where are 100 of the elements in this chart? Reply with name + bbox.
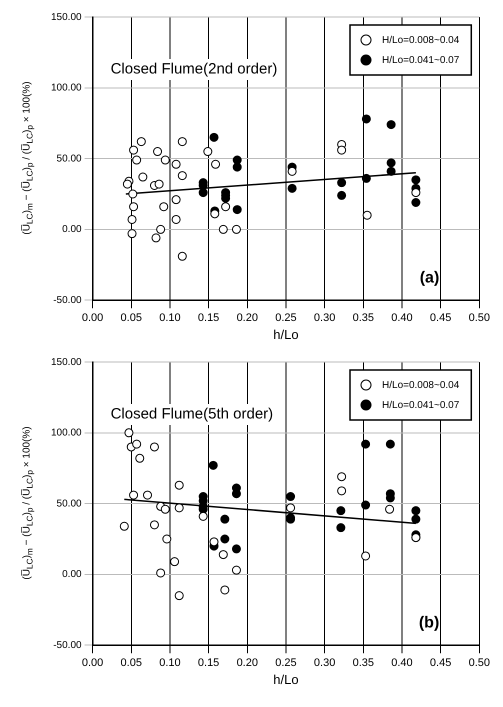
point	[129, 202, 138, 212]
point	[208, 460, 218, 470]
y-tick-label: 50.00	[56, 153, 82, 164]
point	[337, 472, 346, 482]
point	[198, 512, 208, 521]
point	[411, 514, 420, 524]
point	[386, 440, 395, 449]
point	[178, 252, 187, 261]
y-tick-label: -50.00	[53, 640, 82, 651]
point	[337, 178, 346, 188]
x-tick-label: 0.15	[198, 656, 220, 669]
point	[411, 188, 420, 198]
point	[232, 205, 242, 214]
point	[159, 202, 168, 212]
point	[153, 147, 162, 156]
point	[336, 506, 346, 516]
point	[386, 158, 396, 168]
point	[162, 534, 172, 544]
x-tick-label: 0.20	[236, 312, 258, 324]
point	[232, 566, 241, 575]
point	[174, 480, 184, 490]
x-tick-label: 0.00	[82, 312, 104, 324]
point	[337, 486, 346, 496]
point	[288, 184, 297, 193]
point	[156, 224, 166, 234]
point	[210, 132, 219, 142]
point	[361, 551, 370, 560]
x-tick-label: 0.00	[82, 656, 104, 669]
point	[386, 166, 396, 176]
x-tick-label: 0.45	[430, 656, 452, 669]
point	[336, 523, 346, 532]
point	[160, 156, 170, 165]
x-axis-title: h/Lo	[273, 326, 299, 342]
point	[386, 120, 396, 130]
x-tick-label: 0.05	[120, 656, 142, 669]
text: Closed Flume(2nd order)	[110, 60, 278, 78]
x-tick-label: 0.05	[120, 312, 142, 324]
point	[124, 428, 134, 438]
point	[172, 160, 181, 169]
point	[218, 224, 228, 234]
x-tick-label: 0.20	[236, 656, 258, 669]
point	[211, 160, 220, 169]
legend-label: H/Lo=0.008~0.04	[382, 380, 460, 391]
y-tick-label: 100.00	[50, 428, 82, 439]
x-tick-label: 0.30	[314, 656, 336, 669]
y-tick-label: -50.00	[53, 294, 82, 306]
legend-label: H/Lo=0.041~0.07	[382, 400, 460, 411]
point	[218, 550, 228, 560]
annotation: (a)	[420, 270, 440, 287]
point	[160, 504, 170, 514]
point	[232, 544, 241, 554]
x-tick-label: 0.25	[275, 312, 297, 324]
point	[411, 506, 420, 516]
y-tick-label: 150.00	[50, 12, 82, 23]
point	[411, 198, 420, 207]
x-tick-label: 0.35	[352, 312, 374, 324]
x-axis-title: h/Lo	[273, 672, 299, 687]
point	[232, 162, 242, 172]
y-tick-label: 0.00	[62, 224, 82, 236]
point	[143, 490, 152, 500]
point	[385, 504, 394, 514]
point	[120, 522, 129, 531]
point	[337, 190, 346, 200]
x-tick-label: 0.15	[198, 312, 220, 324]
x-tick-label: 0.10	[159, 656, 181, 669]
point	[128, 190, 138, 198]
point	[220, 534, 230, 544]
x-tick-label: 0.45	[430, 312, 452, 324]
point	[198, 188, 208, 198]
x-tick-label: 0.50	[468, 312, 490, 324]
y-tick-label: 150.00	[50, 356, 82, 368]
point	[170, 557, 180, 566]
point	[220, 514, 230, 524]
point	[337, 146, 346, 155]
point	[129, 146, 138, 155]
y-tick-label: 50.00	[56, 498, 82, 510]
x-tick-label: 0.40	[391, 312, 413, 324]
point	[210, 537, 219, 546]
point	[174, 503, 184, 512]
point	[172, 195, 181, 204]
point	[132, 440, 142, 449]
point	[288, 166, 297, 176]
x-tick-label: 0.30	[314, 312, 336, 324]
x-tick-label: 0.25	[275, 656, 297, 669]
point	[221, 202, 230, 212]
point	[150, 520, 159, 530]
point	[178, 171, 187, 180]
legend-label: H/Lo=0.008~0.04	[382, 34, 460, 46]
point	[362, 174, 371, 183]
point	[172, 214, 181, 224]
annotation: (b)	[418, 614, 440, 632]
y-tick-label: 100.00	[50, 82, 82, 94]
legend-label: H/Lo=0.041~0.07	[382, 54, 460, 66]
point	[135, 454, 144, 463]
point	[203, 147, 212, 156]
y-tick-label: 0.00	[62, 569, 82, 580]
point	[122, 180, 132, 189]
point	[286, 503, 296, 512]
point	[129, 490, 138, 500]
point	[136, 137, 146, 146]
